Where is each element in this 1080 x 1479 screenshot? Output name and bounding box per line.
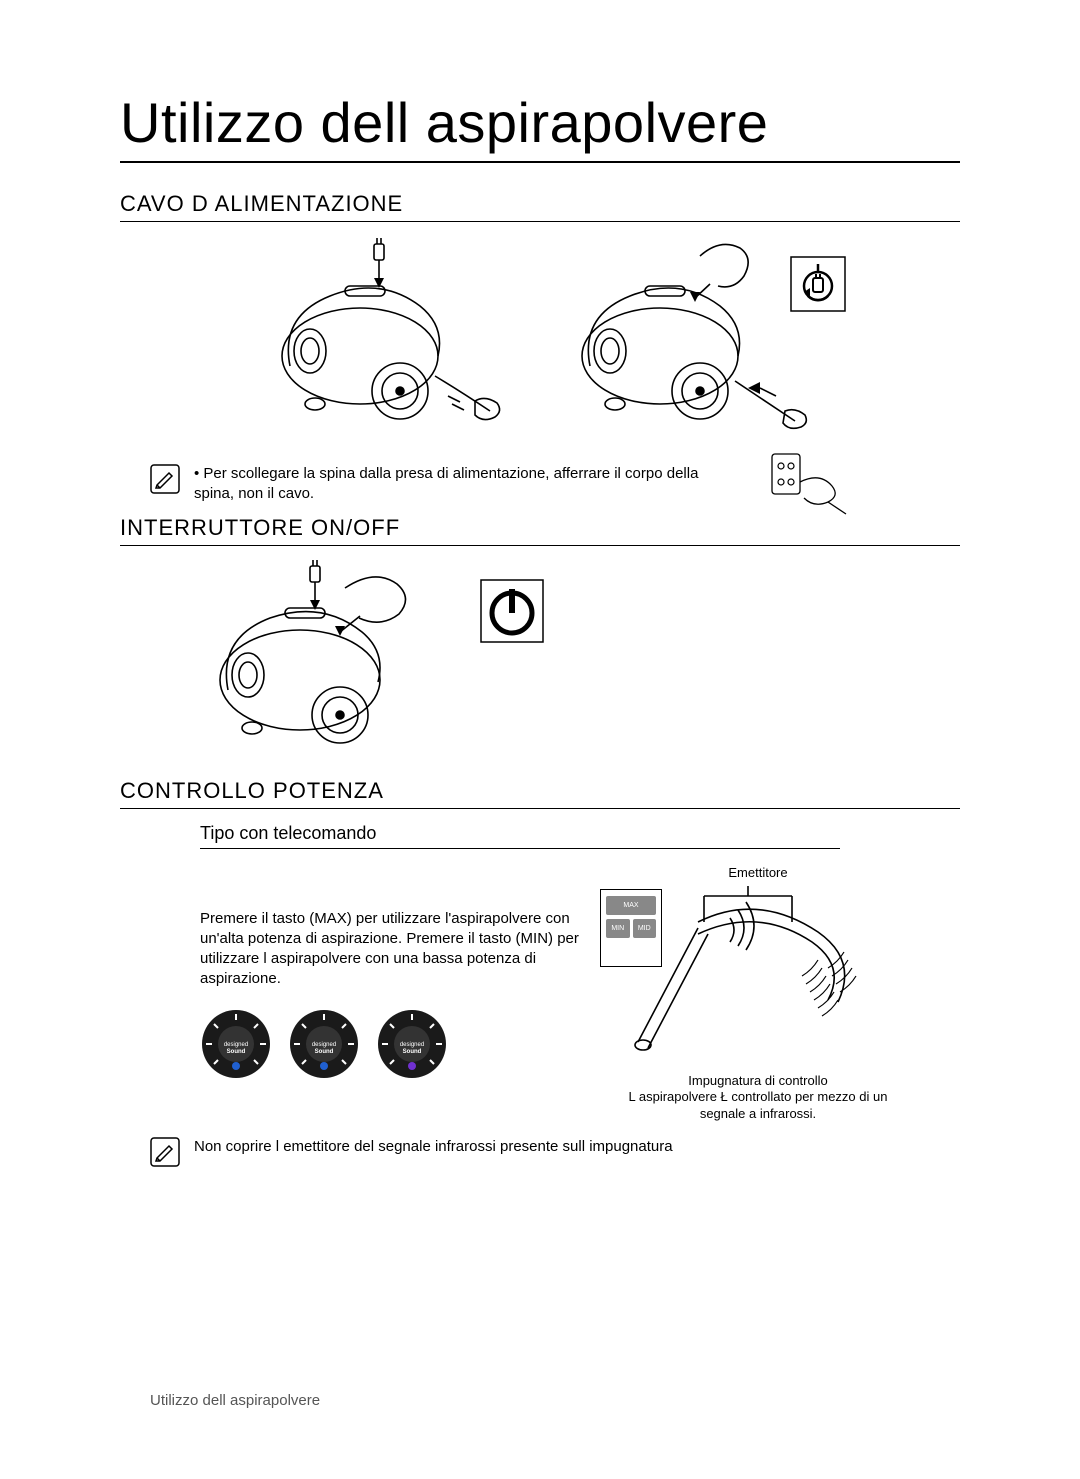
emettitore-label: Emettitore	[608, 865, 908, 880]
vacuum-cord-retract-illustration	[560, 236, 820, 446]
handle-caption: Impugnatura di controllo L aspirapolvere…	[608, 1073, 908, 1124]
svg-text:designed: designed	[224, 1042, 248, 1048]
controllo-paragraph: Premere il tasto (MAX) per utilizzare l'…	[200, 909, 580, 990]
vacuum-cord-out-illustration	[260, 236, 520, 446]
controllo-warning-text: Non coprire l emettitore del segnale inf…	[194, 1137, 673, 1157]
section-controllo-heading: CONTROLLO POTENZA	[120, 778, 960, 809]
remote-right-col: Emettitore MAX MIN MID	[608, 865, 908, 1124]
svg-text:Sound: Sound	[403, 1049, 422, 1055]
power-dial-max: designed Sound	[376, 1008, 448, 1080]
controllo-subheading: Tipo con telecomando	[200, 823, 840, 849]
remote-min-button: MIN	[606, 919, 630, 938]
interruttore-illustration-row	[190, 560, 960, 760]
cavo-note-content: Per scollegare la spina dalla presa di a…	[194, 465, 698, 502]
svg-text:designed: designed	[312, 1042, 336, 1048]
outlet-hand-illustration	[770, 452, 850, 521]
dials-row: designed Sound designed Sound	[200, 1008, 580, 1080]
svg-text:designed: designed	[400, 1042, 424, 1048]
section-cavo-heading: CAVO D ALIMENTAZIONE	[120, 191, 960, 222]
page-title: Utilizzo dell aspirapolvere	[120, 90, 960, 163]
svg-text:Sound: Sound	[227, 1049, 246, 1055]
remote-block: Premere il tasto (MAX) per utilizzare l'…	[200, 865, 960, 1124]
remote-left-col: Premere il tasto (MAX) per utilizzare l'…	[200, 865, 580, 1080]
handle-caption-line2: L aspirapolvere Ł controllato per mezzo …	[629, 1089, 888, 1121]
vacuum-onoff-illustration	[190, 560, 450, 760]
power-symbol	[480, 579, 544, 648]
cavo-note-text: • Per scollegare la spina dalla presa di…	[194, 464, 734, 505]
note-icon	[150, 464, 180, 494]
remote-mid-button: MID	[633, 919, 657, 938]
svg-text:Sound: Sound	[315, 1049, 334, 1055]
remote-max-button: MAX	[606, 896, 656, 915]
power-dial-min: designed Sound	[200, 1008, 272, 1080]
power-dial-mid: designed Sound	[288, 1008, 360, 1080]
page-footer: Utilizzo dell aspirapolvere	[150, 1392, 320, 1409]
remote-buttons-box: MAX MIN MID	[600, 889, 662, 967]
handle-caption-line1: Impugnatura di controllo	[688, 1073, 827, 1088]
controllo-warning-row: Non coprire l emettitore del segnale inf…	[150, 1137, 960, 1167]
cord-rewind-symbol	[790, 256, 846, 317]
note-icon	[150, 1137, 180, 1167]
